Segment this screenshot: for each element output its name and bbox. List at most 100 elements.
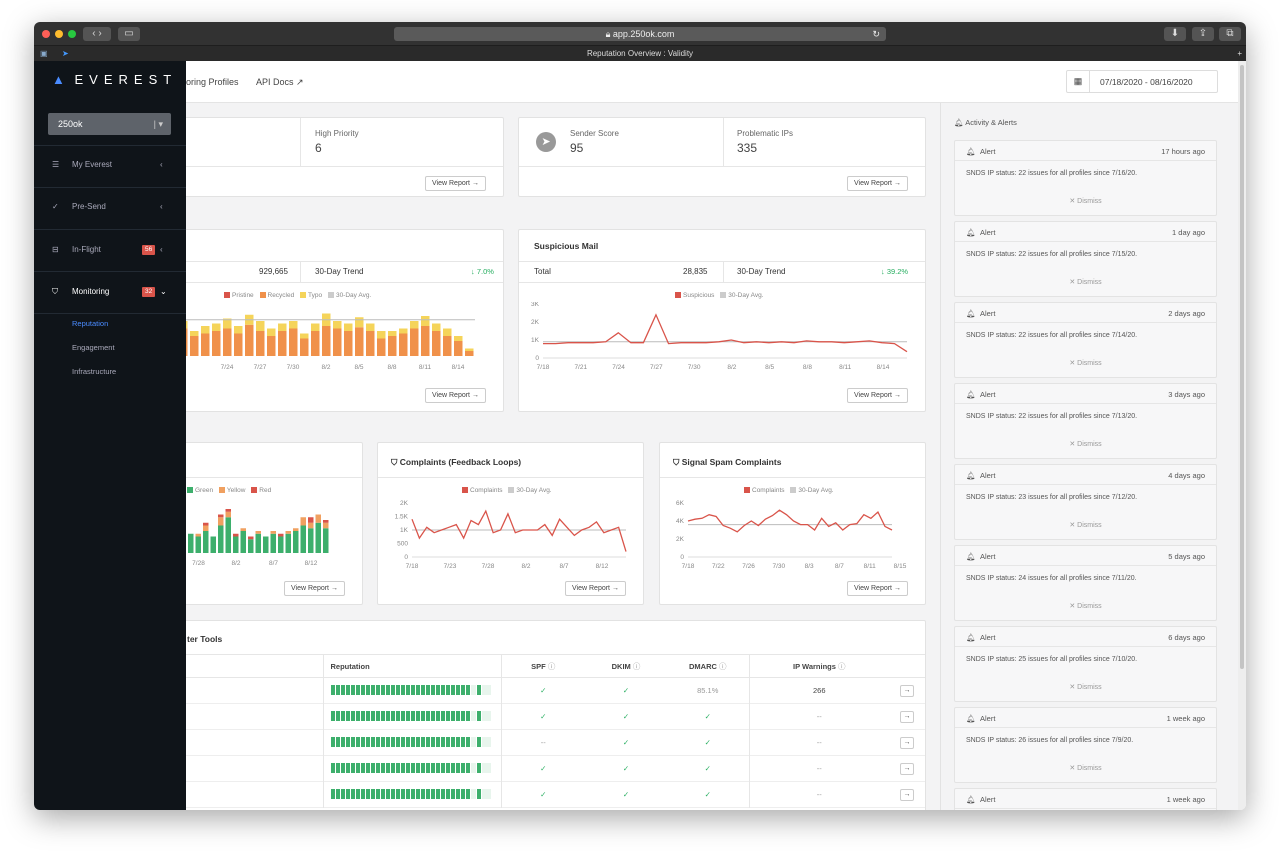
tab-title[interactable]: Reputation Overview : Validity	[586, 49, 694, 58]
view-report-button[interactable]: View Report →	[565, 581, 626, 596]
count-badge: 32	[142, 287, 156, 297]
dismiss-button[interactable]: ✕ Dismiss	[1069, 765, 1102, 772]
card-title-text: Signal Spam Complaints	[681, 457, 782, 467]
tab-favicon-icon[interactable]: ▣	[40, 49, 48, 58]
sidebar-item-my-everest[interactable]: ☰ My Everest ‹	[34, 155, 186, 175]
dkim-cell: ✓	[622, 712, 630, 721]
bar-typo	[267, 328, 276, 336]
view-report-button[interactable]: View Report →	[425, 176, 486, 191]
bar-typo	[190, 331, 199, 336]
table-row[interactable]: -- ✓ ✓ -- →	[175, 729, 925, 756]
dismiss-button[interactable]: ✕ Dismiss	[1069, 279, 1102, 286]
table-row[interactable]: ✓ ✓ ✓ -- →	[175, 755, 925, 782]
new-tab-icon[interactable]: +	[1237, 49, 1242, 58]
help-icon[interactable]: ⓘ	[632, 661, 641, 671]
bar-yellow	[218, 517, 224, 526]
arrow-right-icon[interactable]: →	[900, 710, 914, 723]
everest-logo[interactable]: ▲ EVERest	[52, 72, 177, 87]
tabs-icon[interactable]: ⧉	[1219, 27, 1241, 41]
dkim-cell: ✓	[622, 764, 630, 773]
view-report-button[interactable]: View Report →	[284, 581, 345, 596]
bar-yellow	[285, 531, 291, 534]
nav-link-monitoring-profiles[interactable]: oring Profiles	[186, 77, 239, 87]
arrow-right-icon[interactable]: →	[900, 736, 914, 749]
tab-favicon-icon[interactable]: ➤	[62, 49, 69, 58]
alert-time: 1 week ago	[1166, 714, 1205, 723]
bar-recycled	[432, 331, 441, 356]
alert-card: 🔔︎ Alert 5 days ago SNDS IP status: 24 issu…	[954, 545, 1217, 621]
api-docs-label: API Docs	[256, 77, 294, 87]
high-priority-value: 6	[315, 141, 322, 155]
check-double-icon: ✓	[52, 202, 59, 211]
download-icon[interactable]: ⬇	[1164, 27, 1186, 41]
arrow-right-icon[interactable]: →	[900, 762, 914, 775]
minimize-window-icon[interactable]	[55, 30, 63, 38]
back-forward-icon[interactable]: ‹ ›	[83, 27, 111, 41]
nav-link-api-docs[interactable]: API Docs ↗	[256, 77, 304, 88]
bar-recycled	[410, 328, 419, 356]
legend-label: Suspicious	[683, 292, 715, 299]
x-tick-label: 7/23	[444, 563, 457, 570]
trend-value: ↓ 39.2%	[881, 267, 909, 276]
shield-icon: ⛉	[673, 457, 680, 467]
address-bar[interactable]: 🔒︎ app.250ok.com ↻	[394, 27, 886, 41]
alert-message: SNDS IP status: 23 issues for all profil…	[966, 494, 1138, 501]
reputation-bar	[322, 729, 501, 756]
arrow-right-icon[interactable]: →	[900, 684, 914, 697]
bar-green	[195, 536, 201, 553]
legend-label: 30-Day Avg.	[516, 487, 552, 494]
suspicious-mail-card: Suspicious Mail Total 28,835 30-Day Tren…	[518, 229, 926, 412]
activity-title: Activity & Alerts	[965, 118, 1017, 127]
account-name: 250ok	[58, 119, 83, 129]
bar-green	[293, 531, 299, 553]
y-tick-label: 500	[397, 541, 408, 548]
bell-icon: 🔔︎	[966, 633, 976, 642]
bar-recycled	[278, 331, 287, 356]
help-icon[interactable]: ⓘ	[547, 661, 556, 671]
close-window-icon[interactable]	[42, 30, 50, 38]
table-row[interactable]: ✓ ✓ ✓ -- →	[175, 781, 925, 808]
dmarc-cell: ✓	[667, 755, 750, 782]
dismiss-button[interactable]: ✕ Dismiss	[1069, 603, 1102, 610]
x-tick-label: 8/5	[354, 364, 363, 371]
view-report-button[interactable]: View Report →	[847, 388, 908, 403]
activity-header: 🔔︎ Activity & Alerts	[954, 118, 1017, 127]
table-row[interactable]: ✓ ✓ 85.1% 266 →	[175, 677, 925, 704]
bar-green	[308, 528, 314, 553]
help-icon[interactable]: ⓘ	[838, 661, 846, 671]
sidebar-item-in-flight[interactable]: ⊟ In-Flight 56 ‹	[34, 240, 186, 260]
view-report-button[interactable]: View Report →	[847, 581, 908, 596]
alert-card: 🔔︎ Alert 4 days ago SNDS IP status: 23 issu…	[954, 464, 1217, 540]
bar-green	[240, 531, 246, 553]
sidebar-subitem-reputation[interactable]: Reputation	[72, 319, 109, 328]
x-tick-label: 7/30	[773, 563, 786, 570]
zoom-window-icon[interactable]	[68, 30, 76, 38]
legend-label: Pristine	[232, 292, 254, 299]
alert-time: 17 hours ago	[1161, 147, 1205, 156]
help-icon[interactable]: ⓘ	[719, 661, 727, 671]
sidebar-subitem-engagement[interactable]: Engagement	[72, 343, 115, 352]
alert-label: Alert	[980, 714, 996, 723]
sidebar-item-pre-send[interactable]: ✓ Pre-Send ‹	[34, 197, 186, 217]
view-report-button[interactable]: View Report →	[847, 176, 908, 191]
alert-label: Alert	[980, 633, 996, 642]
sidebar-toggle-icon[interactable]: ▭	[118, 27, 140, 41]
dismiss-button[interactable]: ✕ Dismiss	[1069, 522, 1102, 529]
dismiss-button[interactable]: ✕ Dismiss	[1069, 441, 1102, 448]
reload-icon[interactable]: ↻	[872, 29, 880, 39]
y-tick-label: 0	[404, 554, 408, 561]
view-report-button[interactable]: View Report →	[425, 388, 486, 403]
sidebar-subitem-infrastructure[interactable]: Infrastructure	[72, 367, 117, 376]
arrow-right-icon[interactable]: →	[900, 788, 914, 801]
scrollbar-thumb[interactable]	[1240, 65, 1244, 669]
table-row[interactable]: ✓ ✓ ✓ -- →	[175, 703, 925, 730]
share-icon[interactable]: ⇪	[1192, 27, 1214, 41]
dismiss-button[interactable]: ✕ Dismiss	[1069, 360, 1102, 367]
scrollbar[interactable]	[1238, 61, 1246, 810]
sidebar-item-monitoring[interactable]: ⛉ Monitoring 32 ⌄	[34, 282, 186, 302]
alert-header: 🔔︎ Alert 5 days ago	[955, 546, 1216, 566]
dismiss-button[interactable]: ✕ Dismiss	[1069, 198, 1102, 205]
dismiss-button[interactable]: ✕ Dismiss	[1069, 684, 1102, 691]
date-range-picker[interactable]: ▦ 07/18/2020 - 08/16/2020	[1066, 70, 1218, 93]
account-select[interactable]: 250ok | ▾	[48, 113, 171, 135]
